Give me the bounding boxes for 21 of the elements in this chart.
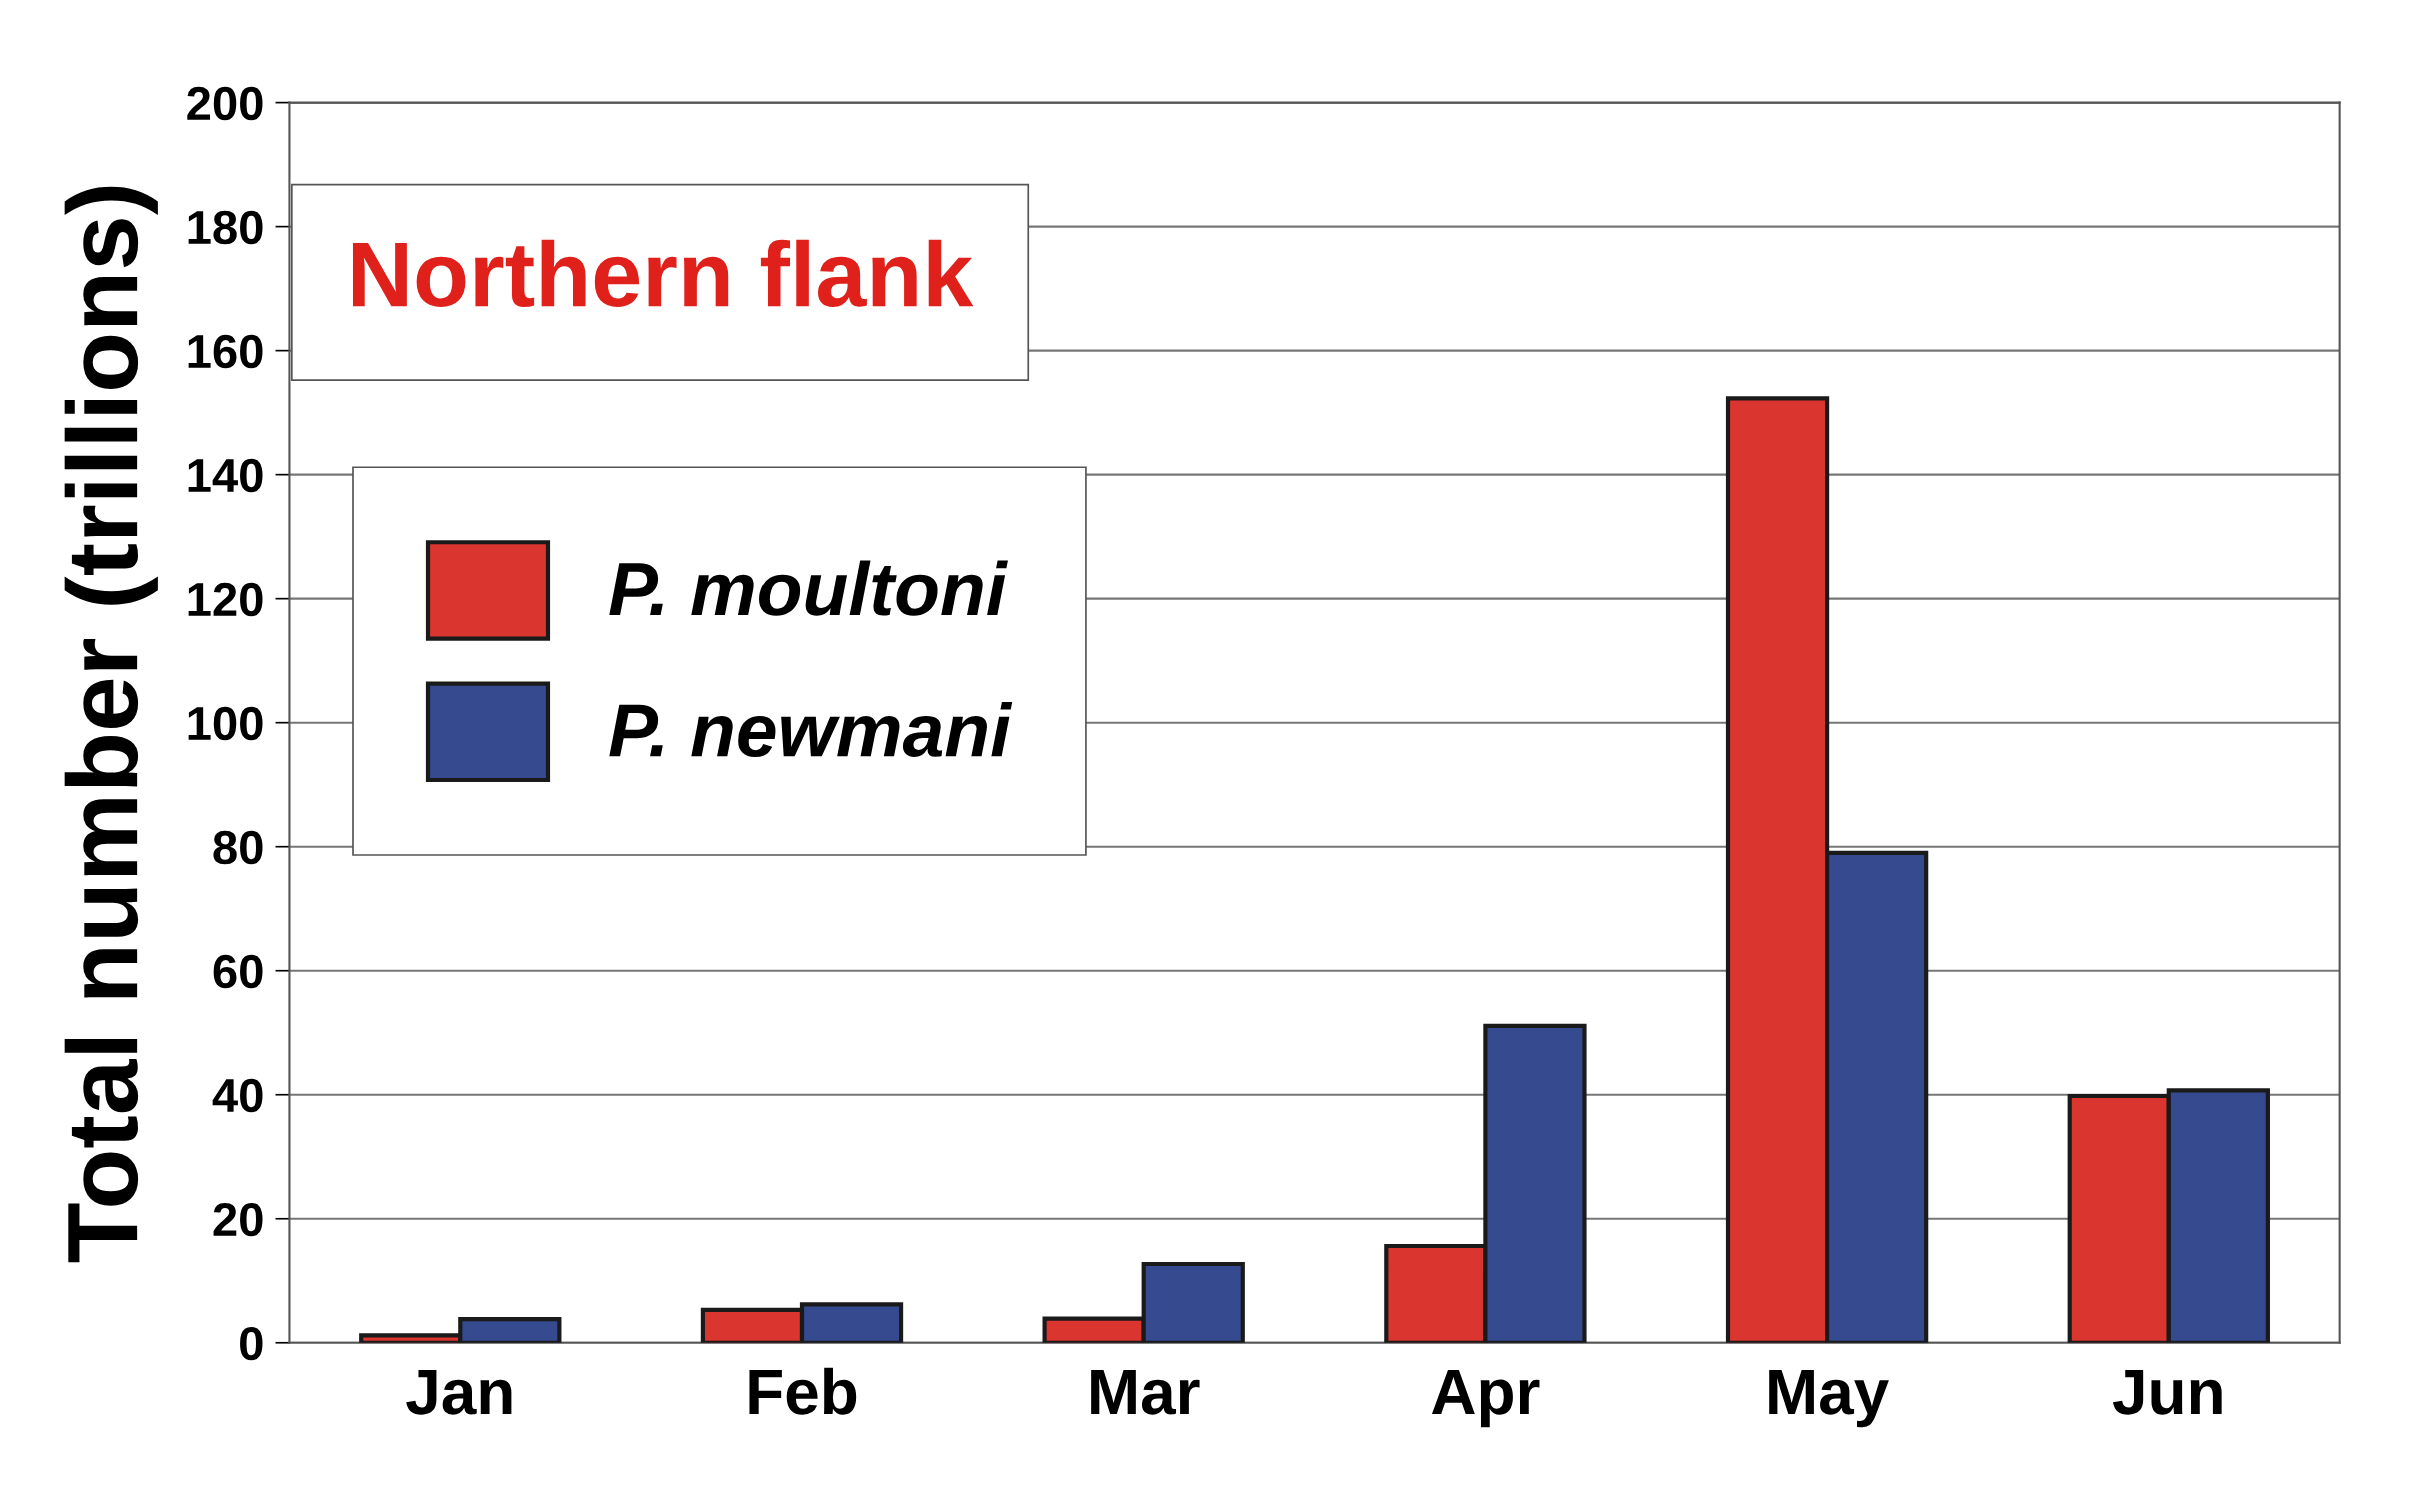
- y-tick-label: 160: [188, 334, 263, 369]
- y-axis-title: Total number (trillions): [64, 186, 158, 1263]
- y-tick-label: 140: [188, 458, 263, 493]
- y-tick-label: 200: [187, 86, 263, 121]
- text: Northern flank: [352, 239, 974, 308]
- y-tick-label: 120: [188, 582, 263, 617]
- y-tick-label: 180: [188, 210, 263, 245]
- y-tick-label: 100: [188, 706, 263, 741]
- legend-label: P. newmani: [609, 701, 1013, 758]
- y-tick-label: 60: [213, 954, 263, 989]
- y-tick-label: 80: [213, 830, 263, 865]
- x-tick-label: Jun: [2112, 1370, 2222, 1415]
- x-tick-label: Jan: [406, 1370, 512, 1415]
- x-tick-label: May: [1769, 1370, 1889, 1428]
- x-tick-label: Mar: [1091, 1370, 1200, 1415]
- y-tick-label: 0: [240, 1326, 263, 1361]
- x-tick-label: Apr: [1431, 1370, 1540, 1428]
- x-tick-label: Feb: [749, 1367, 857, 1415]
- y-tick-label: 20: [213, 1202, 263, 1237]
- legend-label: P. moultoni: [609, 560, 1008, 616]
- y-tick-label: 40: [212, 1078, 263, 1113]
